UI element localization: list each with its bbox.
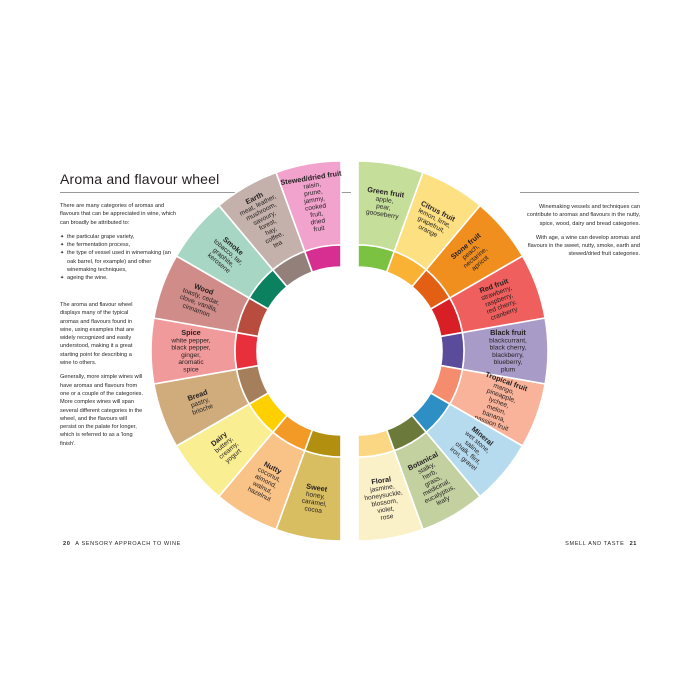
example-descriptor: jasmine,: [369, 483, 395, 494]
spice-label: Spice white pepper, black pepper, ginger, ar…: [170, 328, 210, 374]
example-descriptor: fruit,: [310, 210, 324, 219]
sweet-label: Sweethoney,caramel,cocoa: [300, 481, 330, 516]
example-descriptor: rose: [380, 513, 394, 522]
example-descriptor: blackberry,: [492, 352, 524, 359]
example-descriptor: cooked: [305, 202, 327, 212]
black-fruit-inner-band: [439, 331, 465, 371]
wood-label: Woodtoasty, cedar,clove, vanilla,cinnamo…: [176, 278, 224, 321]
nutty-label: Nuttycoconut,almond,walnut,hazelnut: [246, 458, 286, 503]
complexity-paragraph: Generally, more simple wines will have a…: [60, 374, 144, 447]
left-text-column: There are many categories of aromas and …: [60, 202, 178, 289]
example-descriptor: violet,: [377, 505, 395, 515]
wheel-segment-spice: Spice white pepper, black pepper, ginger, ar…: [150, 317, 260, 385]
wheel-description-paragraph: The aroma and flavour wheel displays man…: [60, 302, 135, 367]
ageing-paragraph: With age, a wine can develop aromas and …: [527, 234, 640, 258]
example-descriptor: apple,: [375, 195, 394, 205]
example-descriptor: ginger,: [181, 352, 201, 359]
wheel-segment-stewed-dried-fruit: Stewed/dried fruitraisin,prune,jammy,coo…: [274, 160, 343, 274]
wheel-segment-stone-fruit: Stone fruitpeach,nectarine,apricot: [410, 204, 524, 311]
example-descriptor: plum: [501, 366, 516, 373]
example-descriptor: cocoa: [304, 505, 323, 515]
left-folio: 20 A SENSORY APPROACH TO WINE: [60, 541, 181, 547]
page-title: Aroma and flavour wheel: [60, 171, 220, 187]
wheel-segment-earth: Earthmeat, leather,mushroom,savoury,fore…: [217, 171, 314, 288]
category-name: Spice: [181, 328, 200, 337]
example-descriptor: blueberry,: [494, 359, 523, 366]
example-descriptor: black pepper,: [171, 345, 210, 352]
example-descriptor: white pepper,: [170, 337, 210, 344]
attribution-list: the particular grape variety, the fermen…: [60, 233, 178, 283]
black-fruit-label: Black fruit blackcurrant, black cherry, bla…: [489, 328, 527, 374]
example-descriptor: jammy,: [303, 195, 326, 205]
wheel-segment-dairy: Dairybuttery,creamy,yogurt: [175, 391, 289, 498]
example-descriptor: aromatic: [178, 359, 204, 366]
right-page-number: 21: [629, 541, 637, 547]
intro-paragraph: There are many categories of aromas and …: [60, 203, 176, 226]
wheel-segment-sweet: Sweethoney,caramel,cocoa: [274, 428, 342, 542]
wheel-segment-mineral: Mineralwet stone,saline,chalk, flint,iro…: [410, 391, 524, 498]
smoke-label: Smoketobacco, tar,graphite,kerosene: [203, 231, 251, 278]
right-running-head: SMELL AND TASTE: [565, 541, 625, 547]
spice-inner-band: [234, 331, 260, 371]
category-name: Black fruit: [490, 328, 526, 337]
example-descriptor: hay,: [264, 226, 278, 238]
example-descriptor: prune,: [304, 188, 324, 198]
left-text-column-2: The aroma and flavour wheel displays man…: [60, 301, 144, 454]
example-descriptor: raisin,: [303, 181, 322, 191]
wheel-segment-black-fruit: Black fruit blackcurrant, black cherry, bla…: [439, 317, 549, 385]
example-descriptor: caramel,: [301, 498, 327, 509]
example-descriptor: blossom,: [371, 497, 398, 508]
stewed-dried-fruit-inner-band: [303, 244, 342, 274]
wheel-segment-citrus-fruit: Citrus fruitlemon, lime,grapefruit,orang…: [385, 171, 482, 288]
wheel-segment-wood: Woodtoasty, cedar,clove, vanilla,cinnamo…: [152, 254, 270, 338]
wheel-segment-botanical: Botanicalstalky,herb,grass,medicinal,euc…: [385, 414, 482, 531]
category-name: Sweet: [306, 482, 329, 494]
right-text-column: Winemaking vessels and techniques can co…: [516, 203, 640, 265]
floral-inner-band: [357, 428, 396, 458]
example-descriptor: dried: [310, 217, 326, 226]
red-fruit-label: Red fruitstrawberry,raspberry,red cherry…: [477, 276, 520, 323]
example-descriptor: fruit: [313, 225, 325, 234]
example-descriptor: blackcurrant,: [489, 337, 527, 344]
title-rule-right: [520, 192, 639, 193]
right-folio: SMELL AND TASTE 21: [565, 541, 640, 547]
wheel-segment-bread: Breadpastry,brioche: [152, 364, 270, 448]
floral-label: Floraljasmine,honeysuckle,blossom,violet…: [361, 473, 406, 524]
attribution-item: the fermentation process,: [60, 241, 178, 250]
left-running-head: A SENSORY APPROACH TO WINE: [75, 541, 181, 547]
attribution-item: the type of vessel used in winemaking (a…: [60, 249, 178, 274]
attribution-item: the particular grape variety,: [60, 233, 178, 242]
example-descriptor: spice: [183, 366, 199, 373]
winemaking-paragraph: Winemaking vessels and techniques can co…: [526, 204, 640, 227]
category-name: Floral: [371, 474, 392, 486]
left-page-number: 20: [63, 541, 71, 547]
wheel-segment-floral: Floraljasmine,honeysuckle,blossom,violet…: [357, 428, 425, 542]
attribution-item: ageing the wine.: [60, 274, 178, 283]
title-rule-left: [60, 192, 351, 193]
example-descriptor: pear,: [376, 203, 392, 212]
example-descriptor: tea: [272, 239, 284, 250]
example-descriptor: black cherry,: [490, 345, 527, 352]
example-descriptor: honey,: [305, 491, 325, 501]
wheel-segment-red-fruit: Red fruitstrawberry,raspberry,red cherry…: [429, 254, 547, 338]
